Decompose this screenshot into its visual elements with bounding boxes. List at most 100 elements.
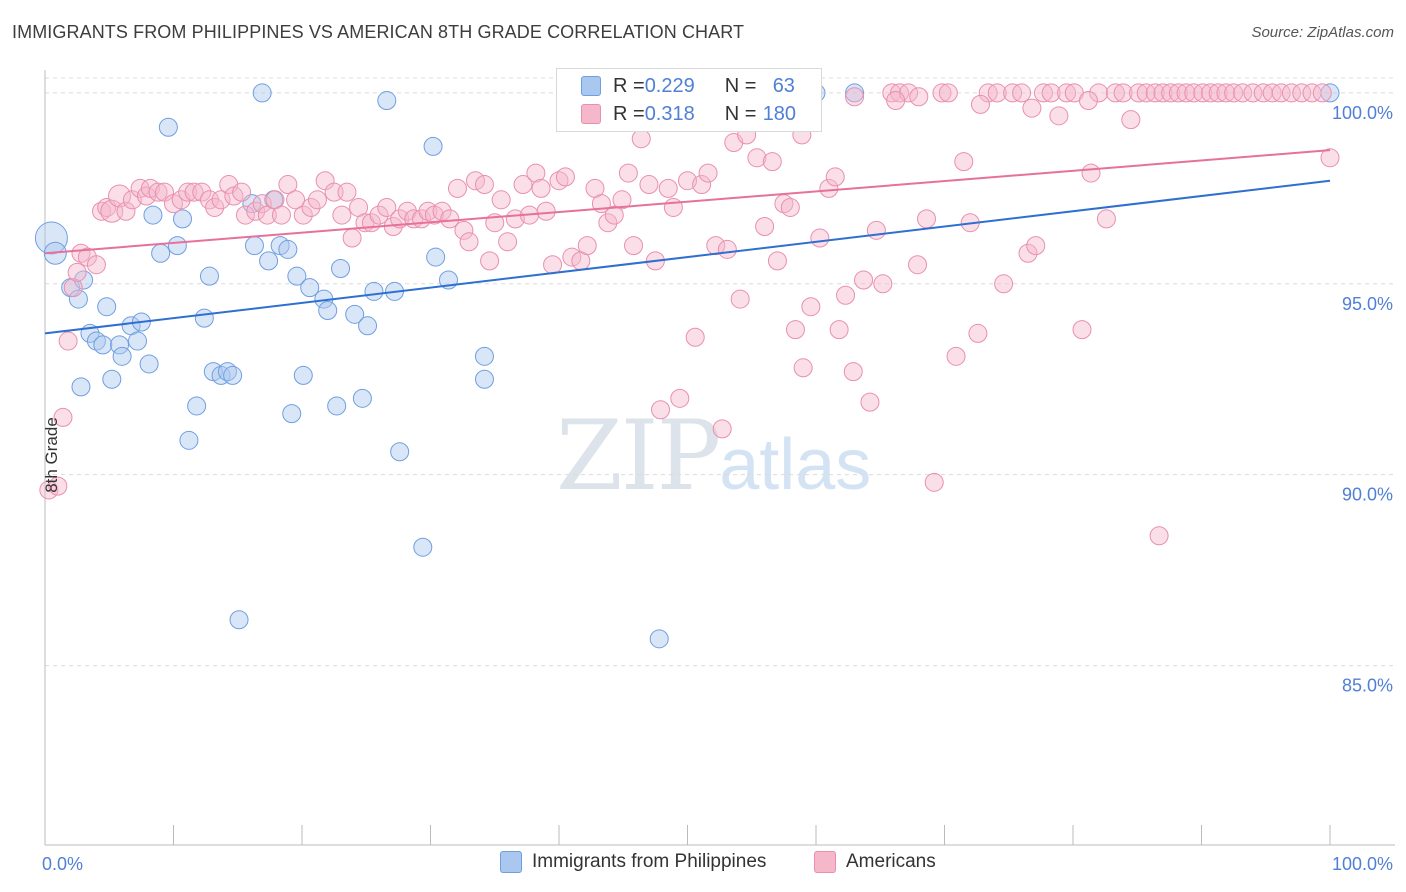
- philippines-point: [259, 251, 279, 271]
- americans-point: [1096, 209, 1116, 229]
- americans-point: [994, 274, 1014, 294]
- philippines-point: [97, 297, 117, 317]
- americans-point: [762, 152, 782, 172]
- americans-point: [1292, 83, 1312, 103]
- americans-point: [618, 163, 638, 183]
- philippines-point: [327, 396, 347, 416]
- americans-point: [1018, 243, 1038, 263]
- legend-n-value: 63: [772, 74, 795, 97]
- americans-point: [873, 274, 893, 294]
- americans-point: [108, 184, 132, 208]
- bottom-legend-philippines[interactable]: Immigrants from Philippines: [500, 851, 766, 873]
- americans-point: [278, 175, 298, 195]
- philippines-point: [377, 91, 397, 111]
- americans-point: [48, 476, 68, 496]
- americans-point: [1113, 83, 1133, 103]
- americans-point: [480, 251, 500, 271]
- philippines-point: [474, 346, 494, 366]
- americans-point: [1216, 83, 1236, 103]
- philippines-trend-line: [44, 179, 1331, 335]
- americans-point: [257, 205, 277, 225]
- americans-point: [192, 182, 212, 202]
- americans-point: [148, 182, 168, 202]
- americans-point: [1320, 148, 1340, 168]
- stats-legend: R = 0.229 N = 63 R = 0.318 N = 180: [556, 68, 822, 132]
- philippines-point: [187, 396, 207, 416]
- philippines-point: [167, 236, 187, 256]
- x-tick-label: 0.0%: [42, 854, 83, 874]
- americans-point: [801, 297, 821, 317]
- americans-point: [1200, 83, 1220, 103]
- americans-point: [1145, 83, 1165, 103]
- bottom-legend-swatch-pink: [814, 851, 836, 873]
- americans-point: [1105, 83, 1125, 103]
- americans-point: [390, 209, 410, 229]
- philippines-point: [199, 266, 219, 286]
- americans-point: [624, 236, 644, 256]
- americans-point: [1081, 163, 1101, 183]
- americans-point: [307, 190, 327, 210]
- americans-point: [526, 163, 546, 183]
- americans-point: [717, 239, 737, 259]
- americans-point: [178, 182, 198, 202]
- americans-point: [86, 255, 106, 275]
- americans-point: [1208, 83, 1228, 103]
- americans-point: [829, 320, 849, 340]
- philippines-point: [649, 629, 669, 649]
- americans-point: [1271, 83, 1291, 103]
- bottom-legend-americans[interactable]: Americans: [814, 851, 936, 873]
- americans-point: [1153, 83, 1173, 103]
- americans-point: [1049, 106, 1069, 126]
- legend-swatch-pink: [581, 104, 601, 124]
- americans-point: [252, 194, 272, 214]
- legend-n-value: 180: [762, 102, 797, 125]
- legend-r-label: R =: [613, 102, 645, 125]
- philippines-point: [252, 83, 272, 103]
- americans-point: [670, 388, 690, 408]
- americans-point: [1149, 526, 1169, 546]
- americans-point: [122, 190, 142, 210]
- americans-point: [116, 201, 136, 221]
- americans-point: [938, 83, 958, 103]
- americans-point: [1078, 91, 1098, 111]
- americans-point: [854, 270, 874, 290]
- americans-point: [917, 209, 937, 229]
- americans-point: [698, 163, 718, 183]
- americans-point: [67, 262, 87, 282]
- legend-row-americans: R = 0.318 N = 180: [581, 102, 796, 126]
- americans-point: [1233, 83, 1253, 103]
- americans-point: [946, 346, 966, 366]
- americans-point: [58, 331, 78, 351]
- y-tick-label: 85.0%: [1342, 676, 1393, 696]
- americans-point: [932, 83, 952, 103]
- philippines-point: [287, 266, 307, 286]
- americans-point: [924, 472, 944, 492]
- y-tick-label: 90.0%: [1342, 485, 1393, 505]
- legend-swatch-blue: [581, 76, 601, 96]
- americans-point: [747, 148, 767, 168]
- bottom-legend-label: Americans: [846, 851, 936, 872]
- philippines-point: [110, 335, 130, 355]
- americans-point: [1041, 83, 1061, 103]
- philippines-point: [194, 308, 214, 328]
- philippines-point: [151, 243, 171, 263]
- y-axis-label: 8th Grade: [41, 417, 61, 493]
- americans-point: [1302, 83, 1322, 103]
- americans-point: [1022, 98, 1042, 118]
- americans-point: [843, 362, 863, 382]
- americans-point: [53, 407, 73, 427]
- philippines-point: [128, 331, 148, 351]
- philippines-point: [474, 369, 494, 389]
- americans-point: [1176, 83, 1196, 103]
- americans-point: [780, 197, 800, 217]
- watermark-zip: ZIP: [556, 400, 721, 512]
- bottom-legend-label: Immigrants from Philippines: [532, 851, 767, 872]
- philippines-point: [282, 404, 302, 424]
- americans-point: [1129, 83, 1149, 103]
- americans-point: [271, 205, 291, 225]
- philippines-point: [223, 365, 243, 385]
- americans-point: [377, 197, 397, 217]
- americans-point: [1072, 320, 1092, 340]
- americans-point: [337, 182, 357, 202]
- philippines-point: [331, 259, 351, 279]
